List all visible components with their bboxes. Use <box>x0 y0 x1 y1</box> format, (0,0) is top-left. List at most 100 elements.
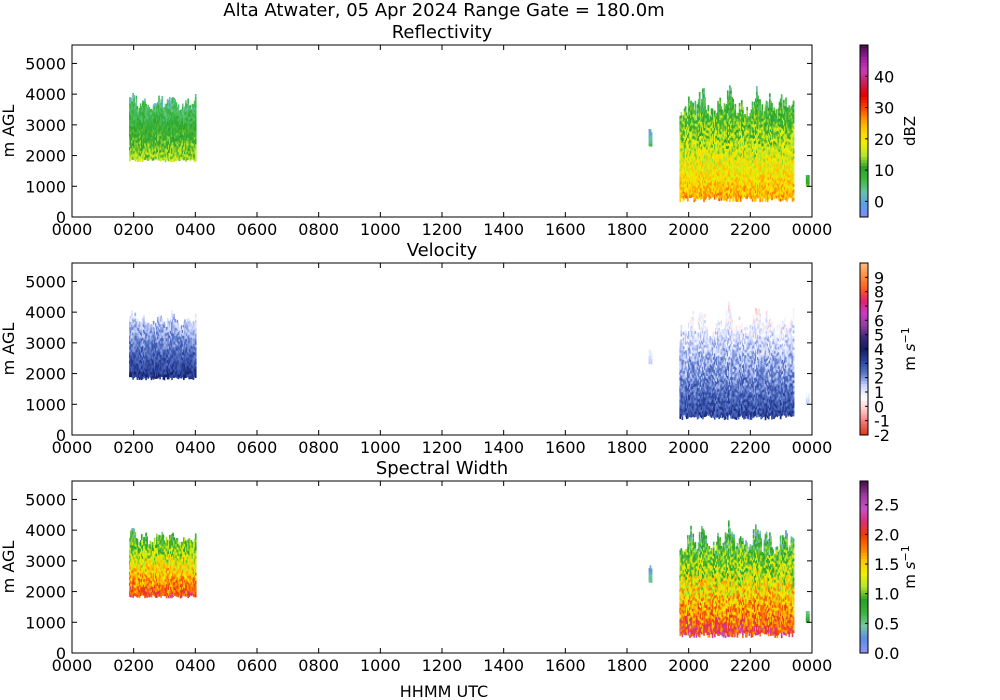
data-cell <box>160 129 163 134</box>
data-cell <box>151 151 154 156</box>
data-cell <box>137 111 140 115</box>
data-cell <box>720 125 723 129</box>
data-cell <box>719 194 722 198</box>
data-cell <box>144 117 146 122</box>
data-cell <box>684 131 687 135</box>
data-cell <box>694 153 697 157</box>
data-cell <box>153 105 156 110</box>
data-cell <box>694 147 697 152</box>
data-cell <box>175 157 178 161</box>
data-cell <box>707 138 710 142</box>
data-cell <box>187 137 189 141</box>
data-cell <box>695 153 698 157</box>
colorbar-segment <box>860 159 868 164</box>
data-cell <box>680 192 683 196</box>
data-cell <box>717 112 719 116</box>
data-cell <box>703 168 705 172</box>
data-cell <box>161 145 164 150</box>
data-cell <box>191 112 194 116</box>
data-cell <box>722 144 725 149</box>
data-cell <box>688 135 690 139</box>
data-cell <box>151 149 154 153</box>
data-cell <box>153 130 156 135</box>
data-cell <box>684 183 687 187</box>
data-cell <box>710 133 713 137</box>
data-cell <box>186 145 188 150</box>
data-cell <box>171 144 173 149</box>
data-cell <box>149 125 152 129</box>
data-cell <box>144 115 146 119</box>
data-cell <box>706 118 709 122</box>
data-cell <box>717 194 719 199</box>
data-cell <box>692 194 695 198</box>
data-cell <box>153 133 156 137</box>
data-cell <box>691 187 693 192</box>
data-cell <box>160 110 163 114</box>
data-cell <box>710 124 713 129</box>
data-cell <box>150 139 153 143</box>
data-cell <box>704 110 706 115</box>
data-cell <box>167 102 170 107</box>
data-cell <box>712 129 715 134</box>
data-cell <box>134 102 137 107</box>
data-cell <box>692 130 695 134</box>
data-cell <box>152 143 155 147</box>
data-cell <box>712 149 715 153</box>
data-cell <box>132 131 134 135</box>
data-cell <box>159 127 161 131</box>
data-cell <box>680 167 683 171</box>
data-cell <box>152 126 155 131</box>
data-cell <box>707 154 710 159</box>
data-cell <box>130 108 132 113</box>
data-cell <box>136 153 139 157</box>
data-cell <box>164 145 167 149</box>
data-cell <box>163 126 166 130</box>
data-cell <box>688 140 690 145</box>
data-cell <box>716 124 718 128</box>
data-cell <box>691 157 693 161</box>
data-cell <box>164 120 167 124</box>
data-cell <box>716 151 718 156</box>
data-cell <box>688 143 690 147</box>
data-cell <box>160 146 163 150</box>
data-cell <box>160 132 163 136</box>
data-cell <box>153 152 156 157</box>
data-cell <box>175 143 178 148</box>
data-cell <box>695 147 698 152</box>
data-cell <box>706 149 709 153</box>
data-cell <box>697 193 700 197</box>
data-cell <box>173 97 175 102</box>
data-cell <box>157 112 159 117</box>
data-cell <box>704 135 706 140</box>
data-cell <box>159 149 161 154</box>
data-cell <box>143 115 145 119</box>
data-cell <box>146 113 148 117</box>
data-cell <box>698 92 701 96</box>
data-cell <box>709 115 712 119</box>
data-cell <box>696 107 699 111</box>
data-cell <box>174 143 177 147</box>
data-cell <box>690 125 692 129</box>
data-cell <box>721 112 724 116</box>
data-cell <box>679 176 682 181</box>
data-cell <box>724 108 727 112</box>
data-cell <box>699 129 702 134</box>
data-cell <box>682 181 685 186</box>
data-cell <box>129 116 131 120</box>
data-cell <box>688 176 690 181</box>
data-cell <box>689 120 691 124</box>
data-cell <box>163 107 166 111</box>
data-cell <box>193 122 196 127</box>
data-cell <box>194 116 197 120</box>
data-cell <box>130 114 132 118</box>
data-cell <box>693 146 696 150</box>
data-cell <box>690 133 692 138</box>
data-cell <box>191 145 194 149</box>
data-cell <box>157 137 159 142</box>
data-cell <box>696 156 699 161</box>
data-cell <box>190 117 193 121</box>
data-cell <box>717 114 719 119</box>
data-cell <box>712 190 715 195</box>
data-cell <box>719 177 722 182</box>
data-cell <box>151 135 154 139</box>
